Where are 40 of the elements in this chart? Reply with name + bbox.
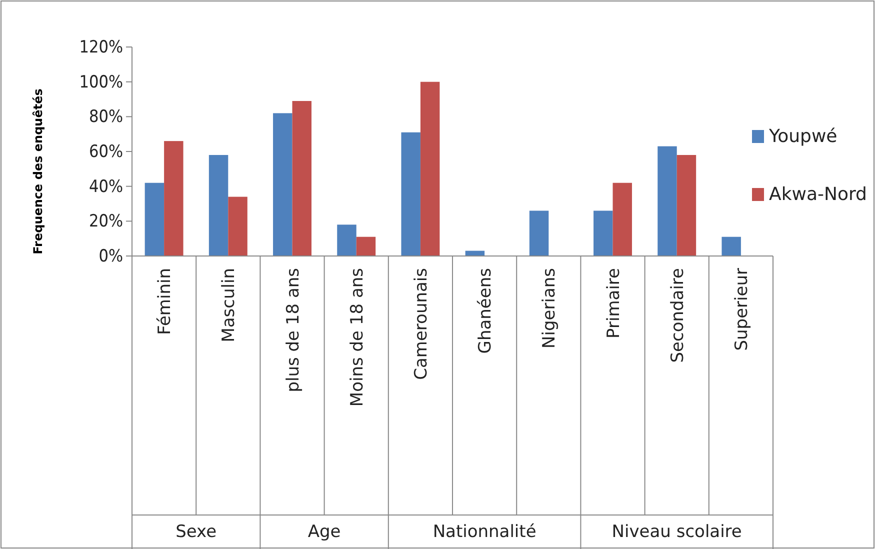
x-tick-label: plus de 18 ans xyxy=(283,268,304,392)
x-tick-label: Camerounais xyxy=(411,268,432,380)
y-tick-label: 20% xyxy=(89,212,123,232)
bar xyxy=(529,210,549,256)
bar xyxy=(658,146,677,256)
text: Niveau scolaire xyxy=(612,522,742,542)
bar xyxy=(273,113,292,256)
bar xyxy=(208,154,228,256)
bar xyxy=(164,141,184,256)
legend-label: Youpwé xyxy=(768,126,838,147)
x-tick-label: Féminin xyxy=(155,268,176,335)
y-tick-label: 0% xyxy=(98,246,123,266)
text: Nationnalité xyxy=(432,522,536,542)
x-tick-label: Nigerians xyxy=(540,268,560,348)
y-tick-label: 60% xyxy=(89,142,123,162)
x-tick-label: Superieur xyxy=(732,268,752,351)
y-axis-title: Frequence des enquêtés xyxy=(31,88,45,254)
y-tick-label: 120% xyxy=(79,37,123,58)
bar xyxy=(228,196,248,256)
bar xyxy=(676,154,696,256)
y-tick-label: 40% xyxy=(89,176,123,197)
x-tick-label: Primaire xyxy=(604,268,624,338)
bar xyxy=(612,182,632,256)
bar xyxy=(401,132,420,256)
bar xyxy=(594,210,613,256)
bar xyxy=(722,236,741,256)
bar xyxy=(144,182,164,256)
x-tick-label: Secondaire xyxy=(668,268,688,363)
text: Sexe xyxy=(176,522,217,542)
bar xyxy=(337,224,356,256)
bar xyxy=(356,236,376,256)
x-tick-label: Moins de 18 ans xyxy=(347,268,368,407)
bar xyxy=(292,100,312,256)
x-tick-label: Ghanéens xyxy=(476,268,496,354)
y-tick-label: 100% xyxy=(79,72,123,92)
x-tick-label: Masculin xyxy=(219,268,240,342)
text: Age xyxy=(308,522,341,542)
y-tick-label: 80% xyxy=(89,107,123,128)
legend-label: Akwa-Nord xyxy=(769,184,867,205)
bar xyxy=(420,82,440,256)
